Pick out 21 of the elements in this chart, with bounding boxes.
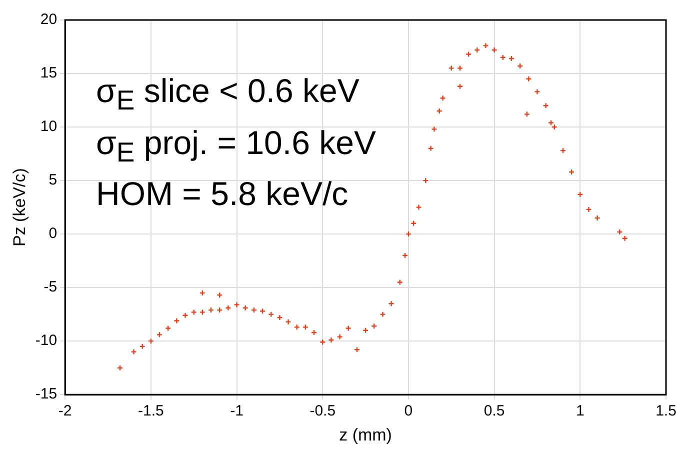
y-axis-title: Pz (keV/c) [10,168,29,247]
x-tick-label: -1.5 [138,402,164,420]
y-tick-label: 0 [48,225,58,242]
x-axis-title: z (mm) [339,425,392,444]
x-tick-label: 0.5 [484,402,505,420]
x-tick-label: -1 [230,402,244,420]
y-tick-label: -15 [35,386,58,403]
y-tick-label: -10 [35,332,58,350]
x-tick-label: 1.5 [656,402,676,420]
y-tick-label: 10 [40,118,58,136]
y-tick-label: -5 [44,278,58,296]
x-tick-label: 0 [404,402,413,420]
annotation: σ$_{E}$ proj. = 10.6 keV [96,122,376,170]
annotation: HOM = 5.8 keV/c [96,174,350,214]
y-tick-label: 15 [40,64,58,82]
y-tick-label: 20 [40,11,58,28]
x-tick-label: -2 [58,402,72,420]
x-tick-label: -0.5 [310,402,336,420]
x-tick-label: 1 [576,402,584,420]
y-tick-label: 5 [48,172,58,189]
annotation: σ$_{E}$ slice < 0.6 keV [96,71,360,118]
